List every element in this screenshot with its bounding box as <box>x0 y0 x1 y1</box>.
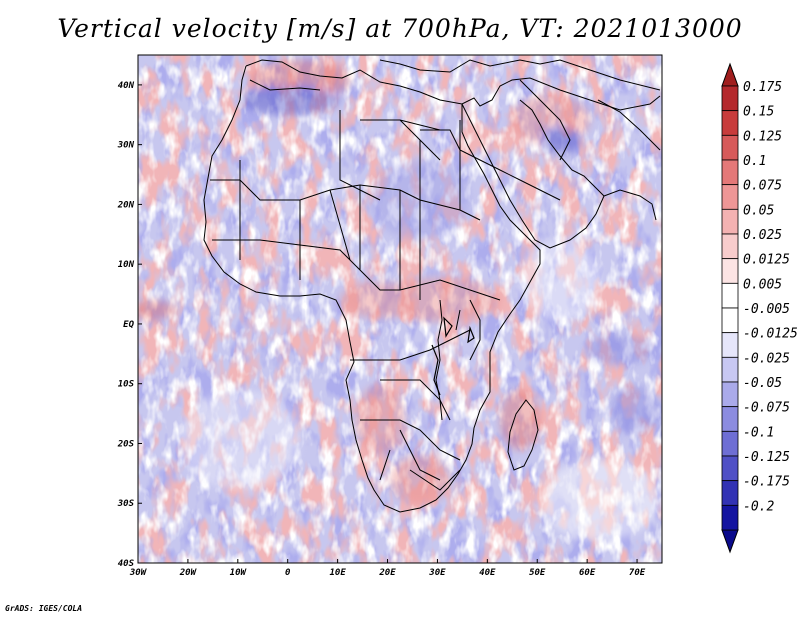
coastlines <box>203 59 661 513</box>
colorbar-swatch <box>721 406 739 432</box>
latitude-axis: 40N 30N 20N 10N EQ 10S 20S 30S 40S <box>117 81 142 569</box>
lat-tick-label: 30S <box>117 499 135 509</box>
lon-tick-label: 0 <box>285 568 291 578</box>
colorbar-label: -0.1 <box>743 425 774 440</box>
colorbar-swatch <box>721 332 739 358</box>
lon-tick-label: 50E <box>529 568 546 578</box>
colorbar-legend: 0.175 0.15 0.125 0.1 0.075 0.05 0.025 0.0125 0.0… <box>721 62 798 554</box>
chart-title: Vertical velocity [m/s] at 700hPa, VT: 2… <box>57 14 743 43</box>
colorbar-label: 0.0125 <box>743 253 790 268</box>
colorbar-swatch <box>721 159 739 186</box>
colorbar-label: 0.15 <box>743 105 774 120</box>
colorbar-swatch <box>721 430 739 457</box>
colorbar-swatch <box>721 455 739 482</box>
colorbar-label: -0.0125 <box>743 327 798 342</box>
colorbar-swatch <box>721 307 739 334</box>
colorbar-label: 0.005 <box>743 277 782 292</box>
lat-tick-label: EQ <box>123 320 134 330</box>
colorbar-label: 0.175 <box>743 80 782 95</box>
colorbar-bottom-arrow <box>721 529 739 554</box>
colorbar-swatch <box>721 504 739 531</box>
colorbar-label: 0.025 <box>743 228 782 243</box>
colorbar-label: -0.075 <box>743 401 790 416</box>
colorbar-swatch <box>721 184 739 210</box>
lat-tick-label: 10N <box>118 260 135 270</box>
colorbar-label: -0.125 <box>743 450 790 465</box>
colorbar-swatch <box>721 356 739 383</box>
lon-tick-label: 30E <box>428 568 446 578</box>
lon-tick-label: 30W <box>129 568 148 578</box>
colorbar-swatch <box>721 85 739 112</box>
vertical-velocity-field <box>138 55 662 563</box>
colorbar-label: -0.2 <box>743 499 774 514</box>
colorbar-label: 0.075 <box>743 179 782 194</box>
colorbar-swatch <box>721 381 739 408</box>
lon-tick-label: 70E <box>629 568 646 578</box>
colorbar-swatch <box>721 208 739 235</box>
colorbar-label: -0.175 <box>743 475 790 490</box>
colorbar-swatch <box>721 134 739 161</box>
colorbar-label: 0.125 <box>743 129 782 144</box>
lat-tick-label: 10S <box>118 380 135 390</box>
longitude-axis: 30W 20W 10W 0 10E 20E 30E 40E 50E 60E 70E <box>129 559 646 578</box>
lon-tick-label: 10E <box>329 568 346 578</box>
colorbar-top-arrow <box>721 62 739 87</box>
colorbar-swatch <box>721 258 739 284</box>
colorbar-swatch <box>721 282 739 309</box>
colorbar-swatch <box>721 233 739 260</box>
colorbar-label: -0.005 <box>743 302 790 317</box>
lon-tick-label: 60E <box>579 568 596 578</box>
lon-tick-label: 20E <box>378 568 396 578</box>
lat-tick-label: 20S <box>117 439 135 449</box>
lat-tick-label: 40N <box>118 81 135 91</box>
lon-tick-label: 40E <box>479 568 496 578</box>
colorbar-label: -0.025 <box>743 351 790 366</box>
colorbar-swatch <box>721 480 739 506</box>
colorbar-label: 0.1 <box>743 154 766 169</box>
lon-tick-label: 20W <box>179 568 198 578</box>
lat-tick-label: 40S <box>118 559 135 569</box>
colorbar-swatch <box>721 110 739 136</box>
credit-label: GrADS: IGES/COLA <box>5 604 83 613</box>
map-frame <box>137 54 663 564</box>
lon-tick-label: 10W <box>230 568 248 578</box>
colorbar-label: 0.05 <box>743 203 774 218</box>
lat-tick-label: 30N <box>117 141 135 151</box>
colorbar-label: -0.05 <box>743 376 782 391</box>
lat-tick-label: 20N <box>117 200 135 210</box>
